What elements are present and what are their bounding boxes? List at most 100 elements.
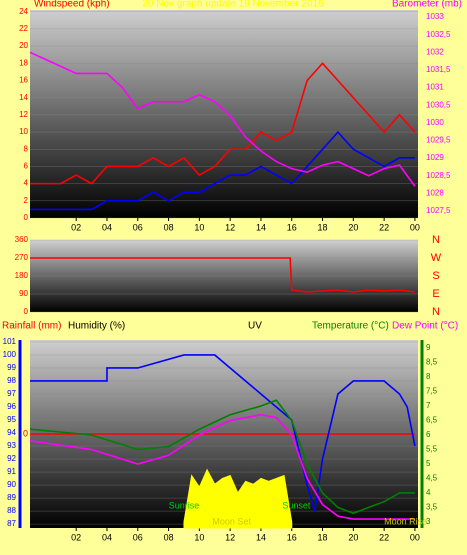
y-tick-label: 92 [7,454,16,463]
y2-tick-label: 1031,5 [426,65,451,74]
y-tick-label: 98 [7,376,16,385]
y2-tick-label: W [431,252,442,264]
plot-area [30,10,418,218]
x-tick-label: 20 [348,222,358,232]
axis-label: Temperature (°C) [312,321,389,332]
annotation: Sunrise [169,500,200,510]
y2-tick-label: 1030 [426,118,444,127]
x-tick-label: 10 [194,532,204,542]
line [30,130,415,211]
y2-tick-label: 1027,5 [426,206,451,215]
y2-tick-label: 1030,5 [426,100,451,109]
x-tick-label: 00 [410,532,420,542]
y2-tick-label: 1032,5 [426,30,451,39]
annotation: Sunset [282,500,311,510]
x-tick-label: 14 [256,222,266,232]
x-tick-label: 12 [225,532,235,542]
x-tick-label: 04 [102,222,112,232]
area [183,468,293,529]
x-tick-label: 02 [71,222,81,232]
x-tick-label: 00 [410,222,420,232]
line [30,257,416,293]
y-tick-label: 8 [24,144,29,153]
y2-tick-label: 5 [426,459,431,468]
y-tick-label: 2 [24,196,29,205]
y-tick-label: 96 [7,402,16,411]
y-tick-label: 360 [15,235,29,244]
y-tick-label: 180 [15,271,29,280]
y2-tick-label: 1033 [426,12,444,21]
line [30,62,416,185]
x-tick-label: 18 [318,222,328,232]
y-tick-label: 90 [19,289,28,298]
y-tick-label: 89 [7,493,16,502]
y-tick-label: 93 [7,441,16,450]
annotation: Moon Set [212,516,251,526]
y2-tick-label: 5,5 [426,445,438,454]
y2-tick-label: 8 [426,372,431,381]
x-tick-label: 20 [348,532,358,542]
x-tick-label: 12 [225,222,235,232]
x-tick-label: 06 [133,532,143,542]
y2-tick-label: 1028 [426,188,444,197]
y2-tick-label: 4 [426,488,431,497]
axis-label: Humidity (%) [68,321,125,332]
y-tick-label: 88 [7,506,16,515]
y-tick-label: 90 [7,480,16,489]
y2-tick-label: 3 [426,517,431,526]
x-tick-label: 08 [164,222,174,232]
y2-tick-label: 1032 [426,47,444,56]
y-tick-label: 270 [15,253,29,262]
y3-tick-label: 0 [23,428,28,438]
y-tick-label: 99 [7,363,16,372]
y-tick-label: 20 [19,41,28,50]
x-tick-label: 04 [102,532,112,542]
y2-tick-label: 1029 [426,153,444,162]
y2-tick-label: N [432,234,440,246]
x-tick-label: 02 [71,532,81,542]
y-tick-label: 95 [7,415,16,424]
y-tick-label: 97 [7,389,16,398]
axis-label: Rainfall (mm) [2,321,61,332]
x-tick-label: 16 [287,532,297,542]
y-tick-label: 0 [24,307,29,316]
y-tick-label: 100 [3,350,17,359]
x-tick-label: 14 [256,532,266,542]
x-tick-label: 22 [379,222,389,232]
y-tick-label: 16 [19,76,28,85]
x-tick-label: 18 [318,532,328,542]
x-tick-label: 06 [133,222,143,232]
y-tick-label: 4 [24,179,29,188]
y-tick-label: 10 [19,127,28,136]
x-tick-label: 22 [379,532,389,542]
y-tick-label: 22 [19,24,28,33]
y-tick-label: 12 [19,110,28,119]
y2-tick-label: S [432,270,439,282]
y-tick-label: 6 [24,162,29,171]
y-tick-label: 94 [7,428,16,437]
y-axis-label: Windspeed (kph) [34,0,110,10]
y2-axis-label: Barometer (mb) [392,0,462,10]
y-tick-label: 0 [24,213,29,222]
y-tick-label: 24 [19,7,28,16]
x-tick-label: 10 [194,222,204,232]
y-tick-label: 87 [7,519,16,528]
line [30,354,416,512]
chart-title: 20 Nov graph update 19 November 2016 [142,0,324,10]
y2-tick-label: E [432,288,439,300]
y-tick-label: 18 [19,58,28,67]
y2-tick-label: 4,5 [426,474,438,483]
y2-tick-label: 7 [426,401,431,410]
x-tick-label: 16 [287,222,297,232]
y2-tick-label: N [432,306,440,318]
y2-tick-label: 3,5 [426,503,438,512]
y2-tick-label: 1031 [426,83,444,92]
y2-tick-label: 8,5 [426,358,438,367]
line [29,51,416,187]
annotation: Moon Rise [384,516,427,526]
y2-tick-label: 6,5 [426,416,438,425]
y2-tick-label: 6 [426,430,431,439]
axis-label: Dew Point (°C) [392,321,458,332]
y2-tick-label: 9 [426,343,431,352]
